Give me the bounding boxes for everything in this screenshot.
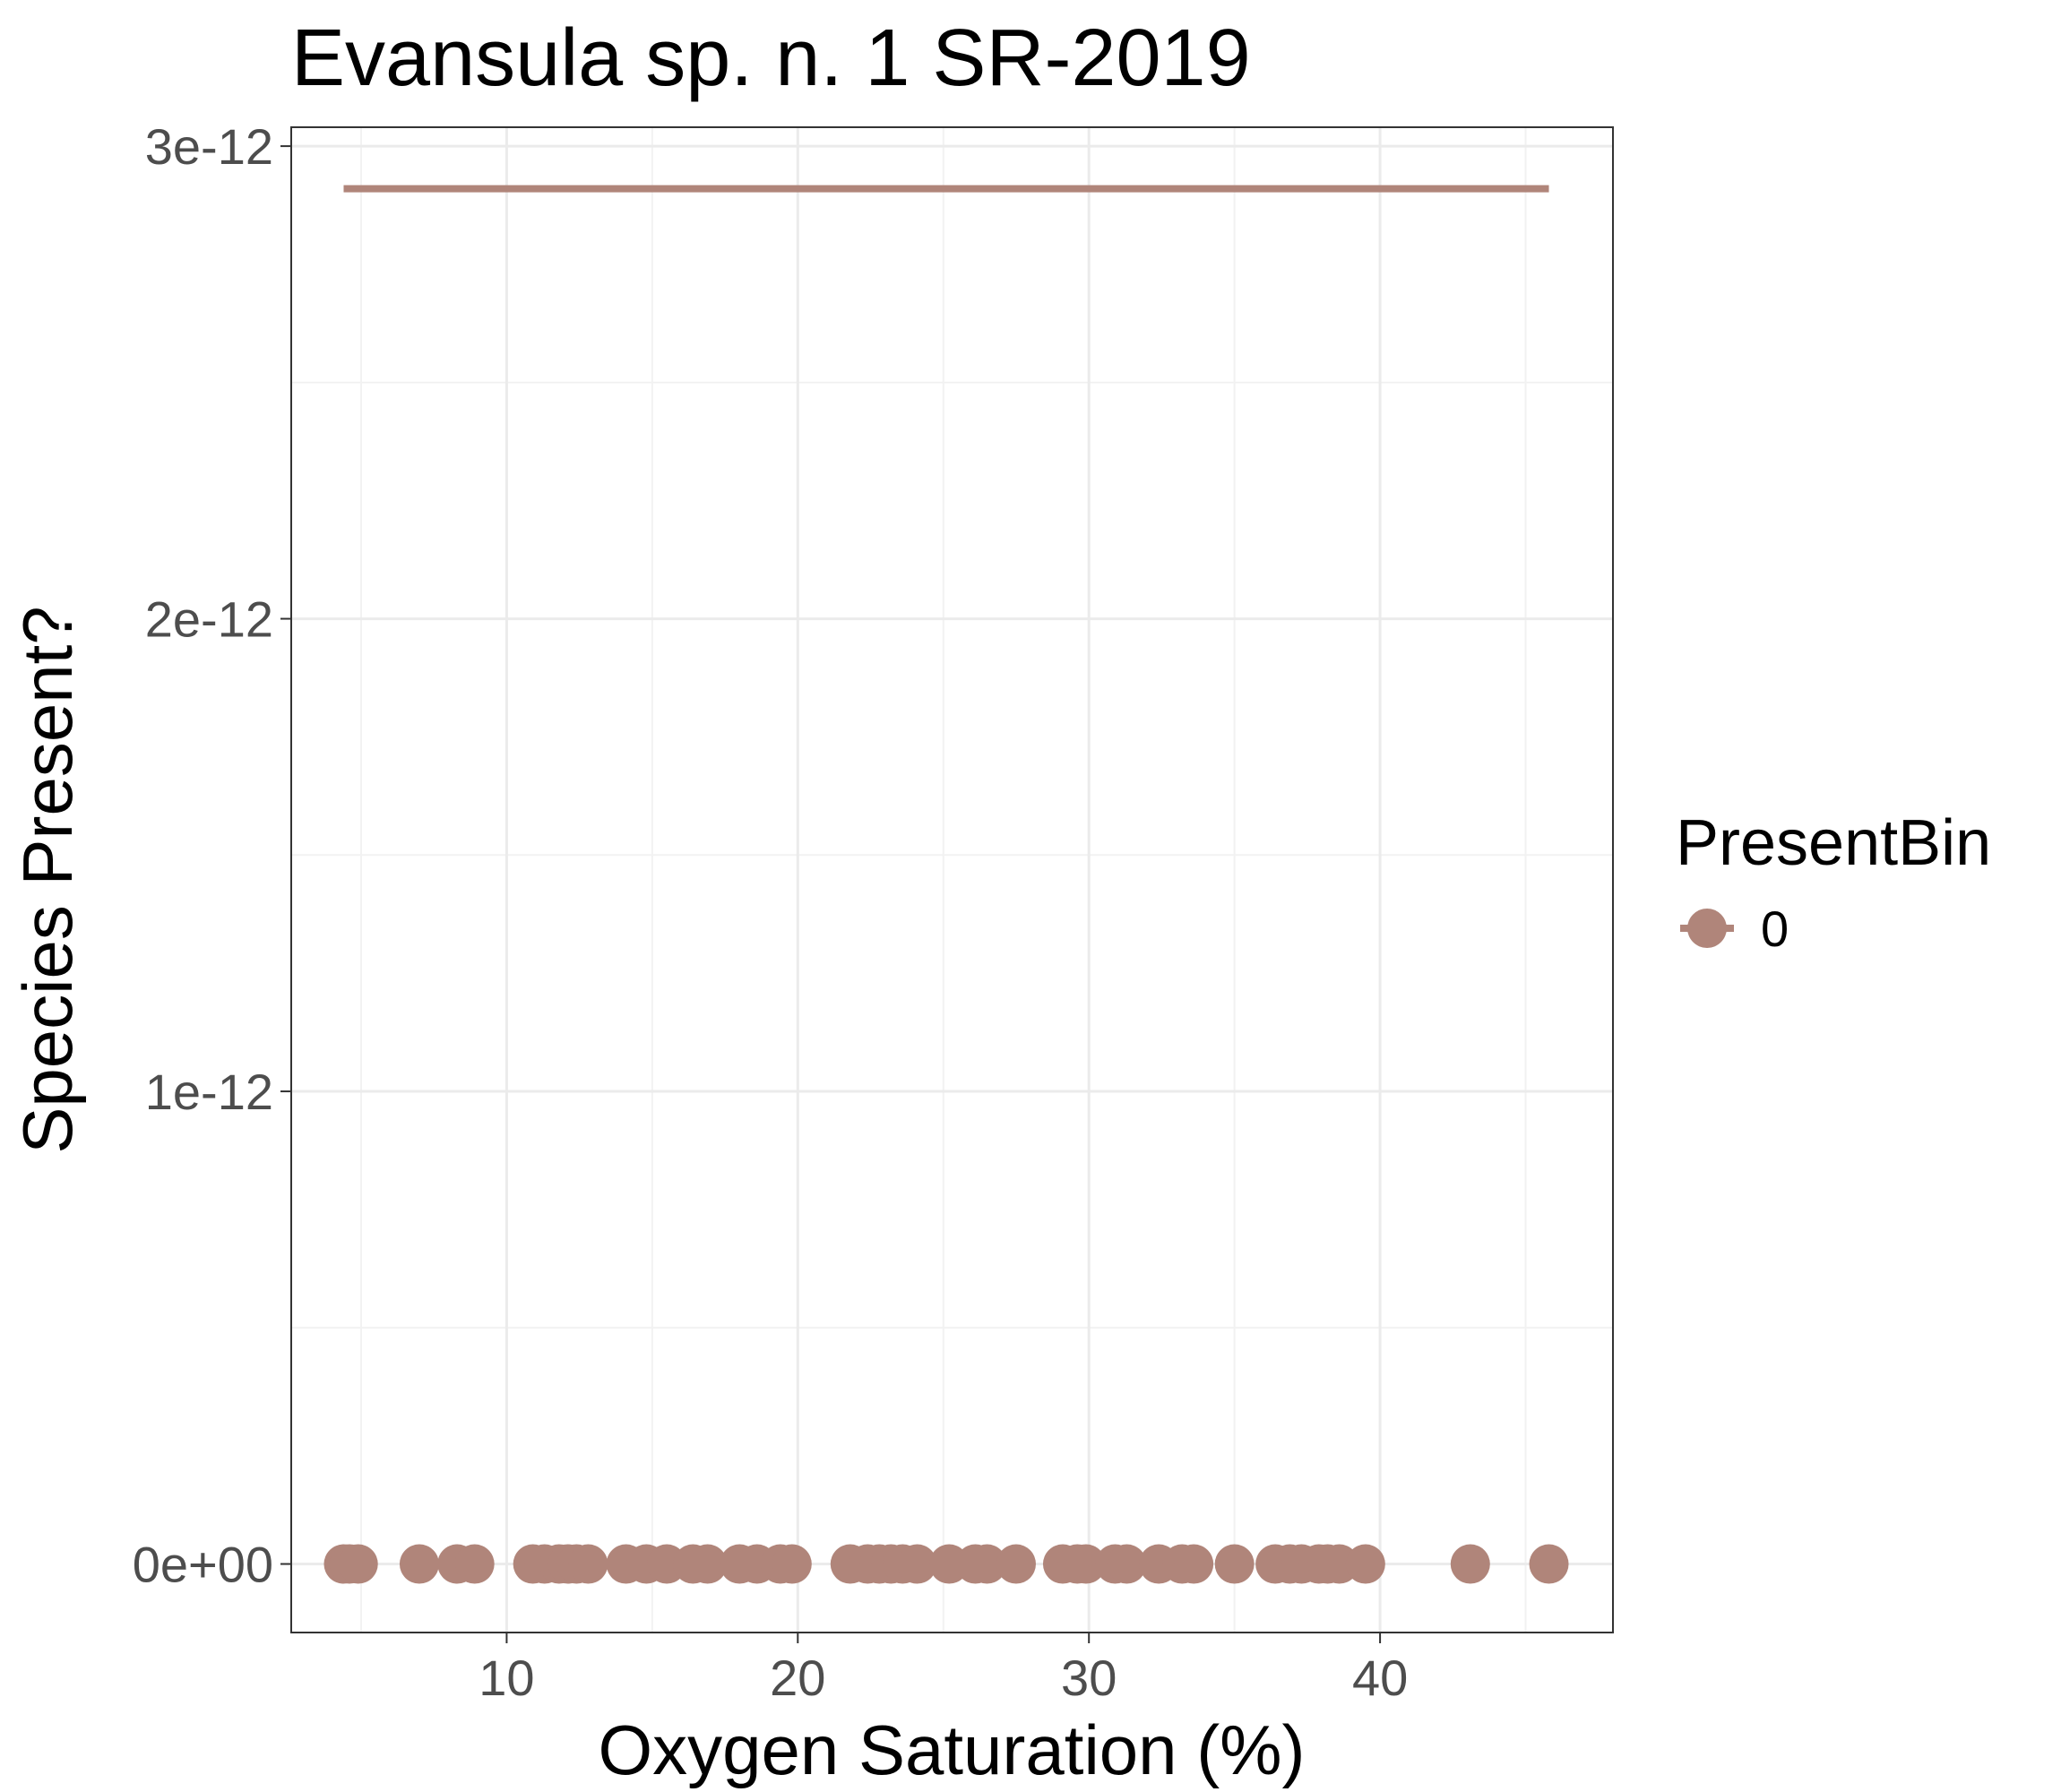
data-point (1065, 1544, 1106, 1584)
major-gridlines (291, 127, 1613, 1633)
data-point (1107, 1544, 1147, 1584)
data-point (687, 1544, 728, 1584)
legend: PresentBin 0 (1676, 807, 1991, 957)
data-point (1450, 1544, 1490, 1584)
data-point (897, 1544, 937, 1584)
data-point (1345, 1544, 1385, 1584)
data-point (772, 1544, 812, 1584)
x-tick-label: 40 (1352, 1650, 1408, 1706)
data-point (1214, 1544, 1255, 1584)
y-tick-label: 0e+00 (133, 1537, 273, 1593)
data-point (568, 1544, 608, 1584)
data-point (399, 1544, 439, 1584)
y-tick-label: 2e-12 (145, 591, 273, 648)
data-point (996, 1544, 1036, 1584)
data-point (454, 1544, 495, 1584)
y-axis-title: Species Present? (8, 606, 87, 1153)
y-axis: 0e+00 1e-12 2e-12 3e-12 (133, 118, 291, 1593)
minor-gridlines (291, 127, 1613, 1633)
chart-title: Evansula sp. n. 1 SR-2019 (291, 13, 1251, 103)
data-point (1174, 1544, 1214, 1584)
data-point (967, 1544, 1007, 1584)
x-axis-title: Oxygen Saturation (%) (598, 1710, 1305, 1789)
y-tick-label: 3e-12 (145, 118, 273, 175)
plot-panel (291, 127, 1613, 1633)
y-tick-label: 1e-12 (145, 1064, 273, 1120)
legend-title: PresentBin (1676, 807, 1991, 879)
points-layer (323, 1544, 1569, 1584)
x-tick-label: 30 (1061, 1650, 1117, 1706)
x-axis: 10 20 30 40 (479, 1633, 1408, 1706)
data-point (1529, 1544, 1569, 1584)
data-point (338, 1544, 378, 1584)
plot-border (290, 126, 1614, 1633)
x-tick-label: 10 (479, 1650, 534, 1706)
legend-label-0: 0 (1761, 900, 1789, 957)
x-tick-label: 20 (770, 1650, 825, 1706)
legend-key-point (1687, 909, 1727, 948)
